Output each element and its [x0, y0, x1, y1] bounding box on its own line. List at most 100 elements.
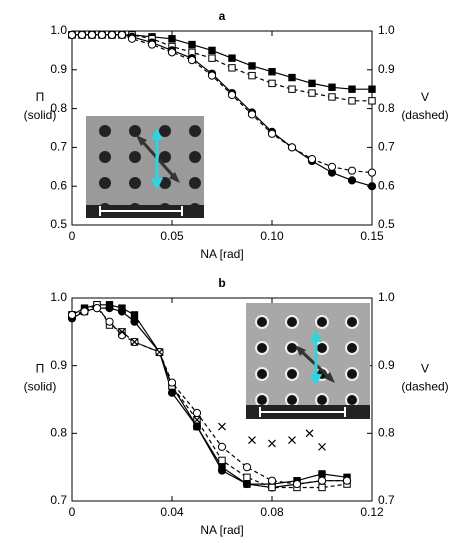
marker — [168, 35, 176, 43]
y2-tick-label: 0.9 — [378, 62, 395, 76]
marker — [308, 89, 316, 97]
plot-frame — [71, 30, 373, 226]
marker — [305, 429, 314, 438]
marker — [328, 93, 336, 101]
marker — [130, 311, 139, 319]
series — [118, 327, 326, 451]
inset-image — [246, 303, 370, 419]
y2-axis-label: (dashed) — [401, 108, 448, 122]
marker — [105, 304, 114, 313]
marker — [268, 483, 276, 492]
marker — [80, 307, 89, 316]
marker — [367, 182, 377, 191]
y-tick-label: 0.8 — [50, 426, 67, 440]
marker — [243, 473, 251, 482]
marker — [268, 79, 276, 88]
marker — [347, 166, 357, 175]
marker — [227, 90, 237, 100]
y-tick-label: 0.9 — [50, 62, 67, 76]
marker — [117, 307, 127, 316]
marker — [268, 68, 276, 76]
marker — [308, 79, 316, 88]
marker — [117, 30, 127, 39]
y-axis-label: (solid) — [24, 108, 57, 122]
marker — [105, 317, 114, 326]
series-line — [72, 34, 372, 90]
marker — [167, 378, 177, 387]
marker — [92, 304, 102, 313]
y-tick-label: 0.7 — [50, 493, 67, 507]
y-tick-label: 1.0 — [50, 23, 67, 37]
marker — [87, 30, 97, 39]
series-line — [72, 34, 372, 102]
marker — [192, 408, 202, 418]
x-tick-label: 0.08 — [260, 505, 284, 519]
marker — [288, 85, 296, 93]
y-axis-label: Π — [36, 362, 45, 376]
series — [67, 30, 377, 177]
marker — [218, 422, 226, 431]
plot-frame — [71, 297, 373, 502]
marker — [248, 62, 256, 70]
marker — [242, 463, 252, 472]
marker — [248, 436, 256, 445]
marker — [347, 176, 357, 185]
marker — [348, 85, 356, 93]
y2-axis-label: V — [421, 90, 429, 104]
series — [68, 31, 376, 105]
x-tick-label: 0 — [69, 505, 76, 519]
panel-title: a — [219, 9, 226, 23]
y-tick-label: 0.6 — [50, 178, 67, 192]
marker — [77, 30, 87, 39]
marker — [67, 30, 77, 39]
marker — [288, 73, 296, 82]
marker — [208, 46, 216, 55]
marker — [267, 129, 277, 138]
marker — [267, 476, 277, 485]
marker — [307, 154, 317, 164]
y2-tick-label: 0.7 — [378, 140, 395, 154]
y-tick-label: 0.7 — [50, 140, 67, 154]
marker — [342, 476, 352, 485]
marker — [97, 30, 107, 39]
x-axis-label: NA [rad] — [200, 247, 243, 261]
y2-tick-label: 0.9 — [378, 358, 395, 372]
panel-title: b — [218, 276, 225, 290]
marker — [318, 483, 326, 492]
x-tick-label: 0.04 — [160, 505, 184, 519]
x-tick-label: 0.10 — [260, 229, 284, 243]
marker — [217, 442, 227, 451]
marker — [368, 97, 376, 105]
x-axis-label: NA [rad] — [200, 523, 243, 537]
marker — [117, 331, 127, 340]
marker — [248, 71, 256, 80]
x-tick-label: 0.15 — [360, 229, 384, 243]
marker — [127, 34, 137, 43]
marker — [130, 338, 139, 346]
marker — [242, 479, 252, 489]
y-tick-label: 0.5 — [50, 217, 67, 231]
y2-tick-label: 0.5 — [378, 217, 395, 231]
y-axis-label: (solid) — [24, 380, 57, 394]
marker — [247, 110, 257, 119]
y-tick-label: 0.9 — [50, 358, 67, 372]
marker — [167, 48, 177, 57]
marker — [228, 64, 236, 72]
y2-axis-label: V — [421, 362, 429, 376]
y-tick-label: 1.0 — [50, 290, 67, 304]
marker — [367, 168, 377, 177]
marker — [130, 317, 139, 326]
marker — [208, 54, 216, 62]
inset-image — [86, 116, 204, 218]
y2-tick-label: 0.8 — [378, 101, 395, 115]
y2-axis-label: (dashed) — [401, 380, 448, 394]
marker — [188, 40, 196, 49]
x-tick-label: 0 — [69, 229, 76, 243]
marker — [288, 436, 296, 445]
marker — [292, 479, 302, 489]
marker — [155, 348, 164, 357]
x-tick-label: 0.12 — [360, 505, 384, 519]
marker — [268, 439, 276, 448]
marker — [118, 327, 126, 336]
